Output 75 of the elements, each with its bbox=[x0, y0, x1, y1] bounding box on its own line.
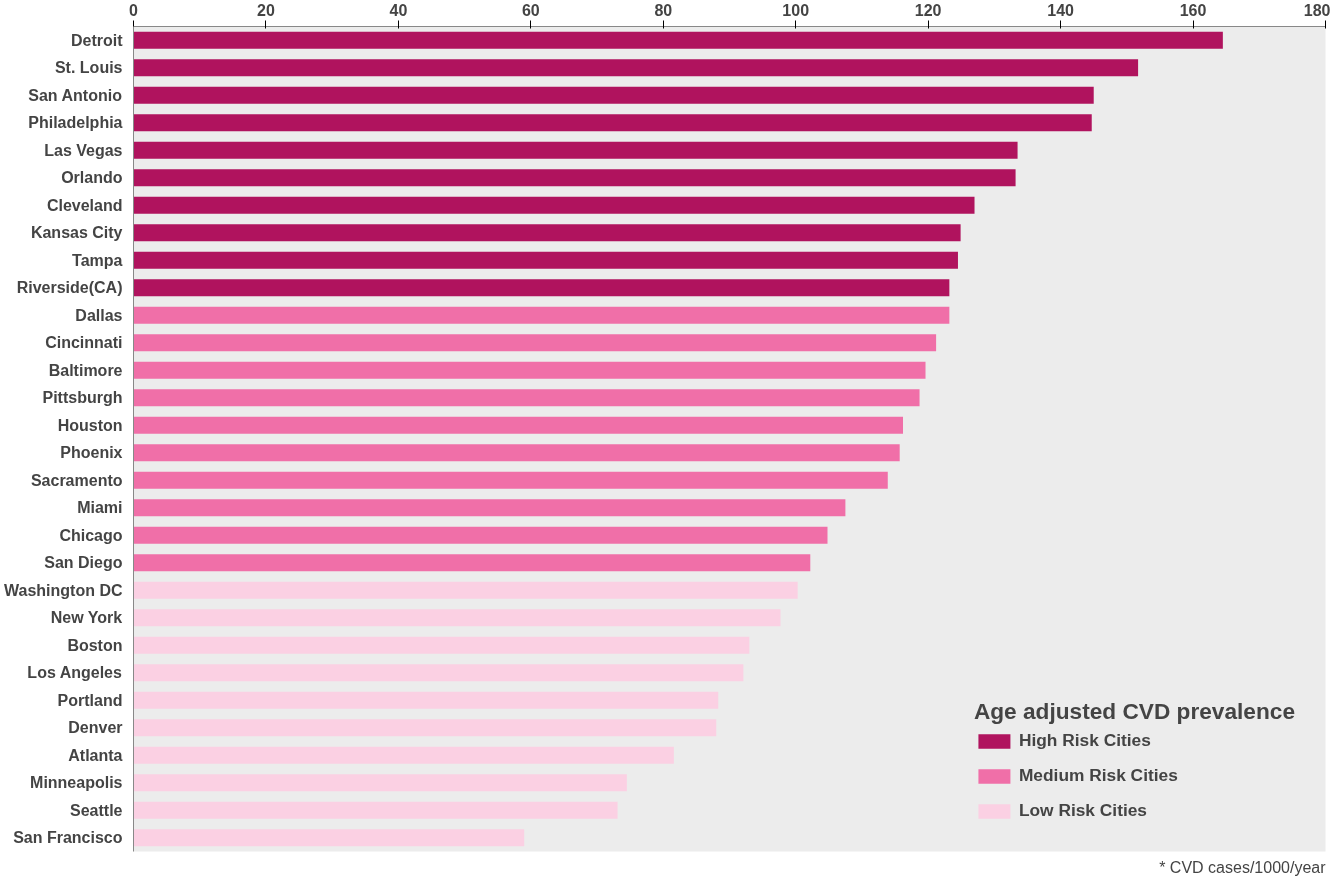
y-tick-label: Pittsburgh bbox=[42, 389, 123, 407]
y-tick-label: Phoenix bbox=[60, 444, 123, 462]
x-tick-label: 100 bbox=[782, 1, 810, 19]
bar bbox=[133, 59, 1139, 77]
bar bbox=[133, 554, 811, 572]
y-tick-label: Miami bbox=[77, 499, 123, 517]
y-tick-label: San Francisco bbox=[13, 829, 123, 847]
bar bbox=[133, 114, 1092, 132]
bar bbox=[133, 719, 717, 737]
bar bbox=[133, 581, 798, 599]
y-tick-label: Minneapolis bbox=[30, 774, 123, 792]
y-tick-label: Portland bbox=[57, 691, 123, 709]
y-tick-label: Detroit bbox=[70, 31, 124, 49]
bar bbox=[133, 746, 674, 764]
x-tick-label: 20 bbox=[257, 1, 275, 19]
legend-title: Age adjusted CVD prevalence bbox=[973, 698, 1295, 725]
y-tick-label: Atlanta bbox=[68, 746, 123, 764]
y-tick-label: Los Angeles bbox=[27, 664, 123, 682]
x-tick-label: 120 bbox=[914, 1, 942, 19]
y-tick-label: Sacramento bbox=[30, 471, 123, 489]
y-tick-label: Houston bbox=[57, 416, 123, 434]
bar bbox=[133, 306, 950, 324]
y-tick-label: Boston bbox=[67, 636, 123, 654]
y-tick-label: Philadelphia bbox=[28, 114, 123, 132]
bar bbox=[133, 416, 903, 434]
bar bbox=[133, 471, 888, 489]
y-tick-label: Chicago bbox=[59, 526, 123, 544]
y-tick-label: Seattle bbox=[70, 801, 123, 819]
bar bbox=[133, 444, 900, 462]
bar bbox=[133, 361, 926, 379]
bar bbox=[133, 609, 781, 627]
bar bbox=[133, 86, 1094, 104]
bar bbox=[133, 141, 1018, 159]
x-tick-label: 40 bbox=[389, 1, 408, 19]
y-tick-label: Riverside(CA) bbox=[16, 279, 123, 297]
y-tick-label: San Diego bbox=[44, 554, 123, 572]
y-tick-label: Washington DC bbox=[4, 581, 123, 599]
x-tick-label: 80 bbox=[654, 1, 673, 19]
y-tick-label: Tampa bbox=[72, 251, 123, 269]
y-tick-label: Kansas City bbox=[30, 224, 123, 242]
text: * CVD cases/1000/year bbox=[1159, 858, 1327, 876]
bar bbox=[133, 196, 975, 214]
bar bbox=[133, 829, 525, 847]
x-tick-label: 180 bbox=[1303, 1, 1331, 19]
y-tick-label: Orlando bbox=[61, 169, 123, 187]
x-tick-label: 60 bbox=[521, 1, 540, 19]
bar bbox=[133, 169, 1016, 187]
y-tick-label: New York bbox=[50, 609, 123, 627]
bar bbox=[133, 774, 627, 792]
y-tick-label: San Antonio bbox=[28, 86, 123, 104]
y-tick-label: Denver bbox=[68, 719, 123, 737]
legend-label: High Risk Cities bbox=[1018, 730, 1151, 751]
x-tick-label: 160 bbox=[1179, 1, 1207, 19]
bar bbox=[133, 31, 1223, 49]
bar bbox=[133, 334, 937, 352]
bar bbox=[133, 389, 920, 407]
bar bbox=[133, 251, 958, 269]
bar bbox=[133, 636, 750, 654]
x-tick-label: 0 bbox=[129, 1, 139, 19]
legend-label: Low Risk Cities bbox=[1018, 800, 1147, 821]
y-tick-label: Dallas bbox=[75, 306, 123, 324]
bar bbox=[133, 224, 961, 242]
bar bbox=[133, 664, 744, 682]
x-tick-label: 140 bbox=[1047, 1, 1075, 19]
y-tick-label: Baltimore bbox=[48, 361, 123, 379]
bar bbox=[133, 801, 618, 819]
bar bbox=[133, 691, 719, 709]
y-tick-label: Cincinnati bbox=[45, 334, 123, 352]
bar bbox=[133, 526, 828, 544]
bar bbox=[133, 279, 950, 297]
y-tick-label: Las Vegas bbox=[44, 141, 123, 159]
y-tick-label: St. Louis bbox=[54, 59, 123, 77]
y-tick-label: Cleveland bbox=[46, 196, 123, 214]
bar bbox=[133, 499, 846, 517]
legend-label: Medium Risk Cities bbox=[1018, 765, 1178, 786]
